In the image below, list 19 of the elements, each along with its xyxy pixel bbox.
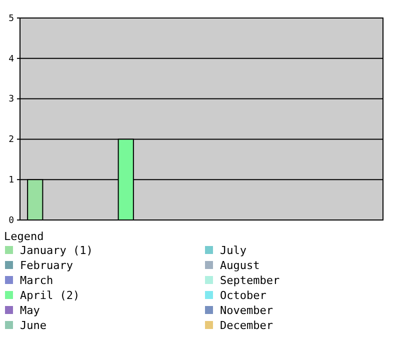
legend-label: July [220, 244, 247, 257]
legend-label: May [20, 304, 40, 317]
y-tick-label: 5 [8, 14, 14, 24]
legend-label: December [220, 319, 274, 332]
legend-label: April (2) [20, 289, 80, 302]
legend-label: June [20, 319, 46, 332]
legend-label: August [220, 259, 260, 272]
legend-label: February [20, 259, 74, 272]
y-tick-label: 1 [8, 175, 14, 186]
legend-label: November [220, 304, 274, 317]
legend-title: Legend [4, 230, 44, 243]
legend-label: September [220, 274, 280, 287]
legend-label: March [20, 274, 54, 287]
y-tick-label: 3 [8, 94, 14, 105]
y-tick-label: 2 [8, 135, 14, 146]
legend-label: January (1) [20, 244, 93, 257]
y-tick-label: 4 [8, 54, 14, 64]
legend-label: October [220, 289, 267, 302]
y-tick-label: 0 [8, 216, 14, 226]
